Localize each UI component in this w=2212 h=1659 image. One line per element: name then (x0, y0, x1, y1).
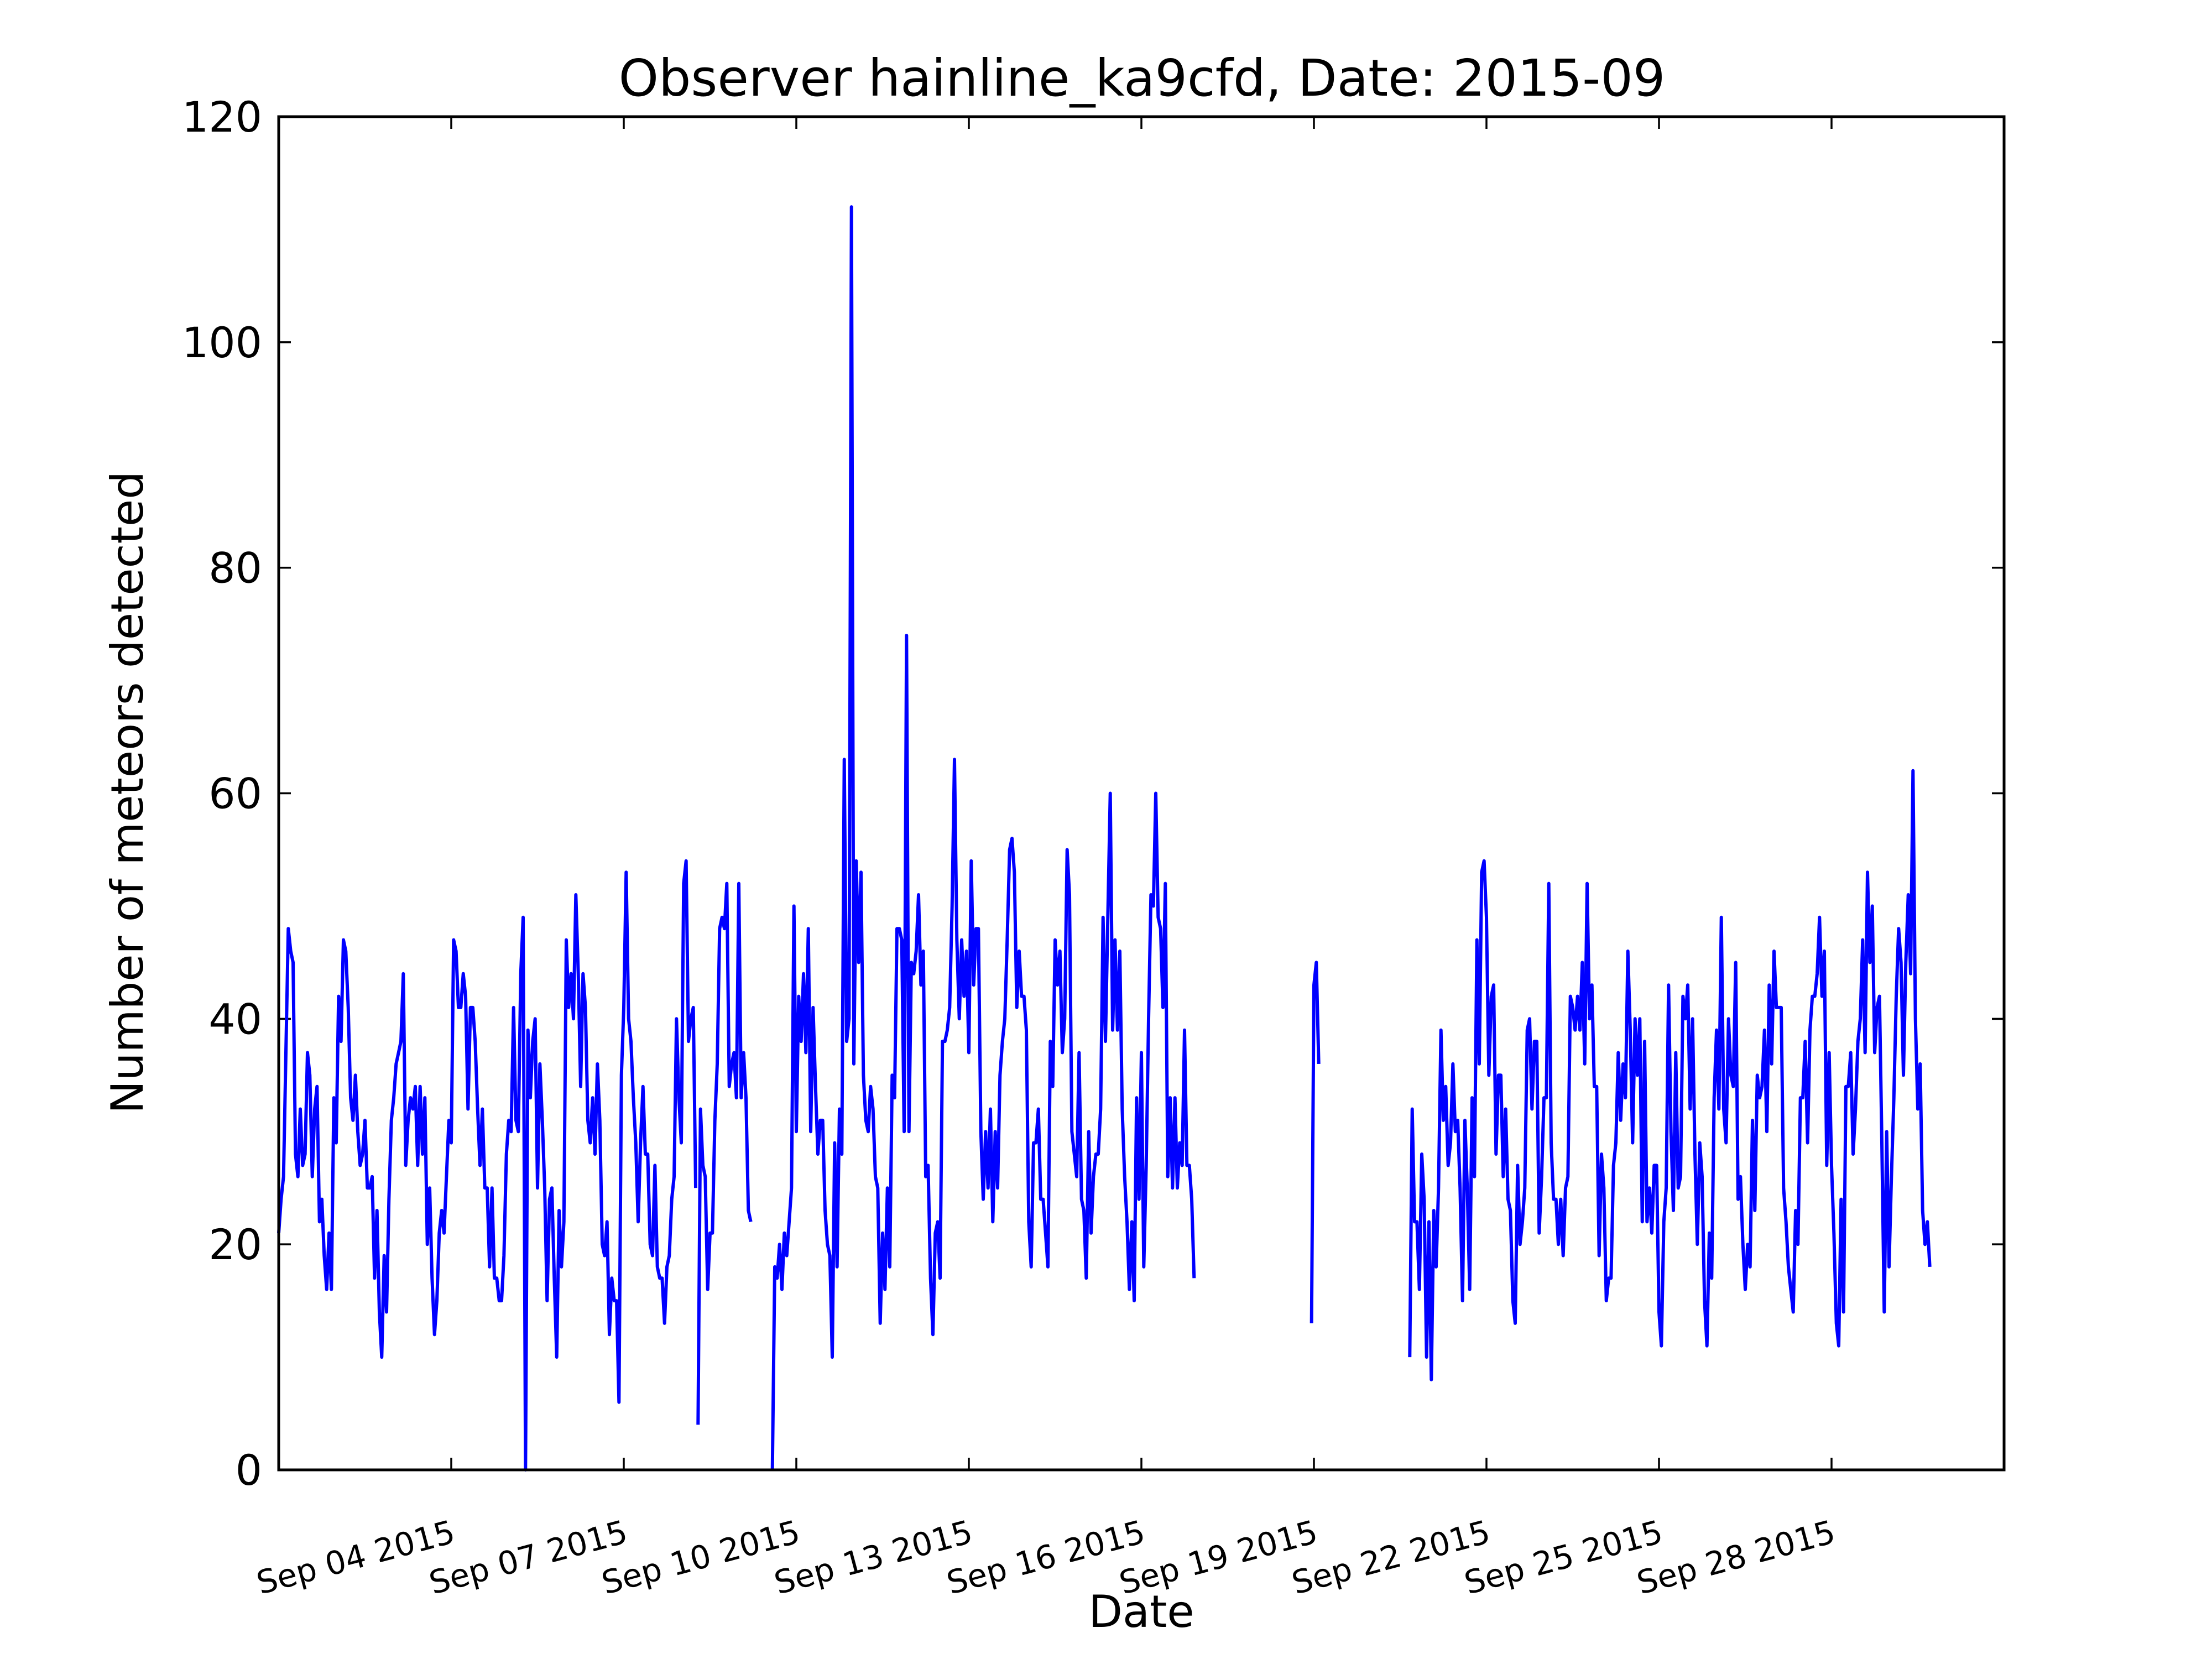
x-tick-label: Sep 04 2015 (253, 1513, 459, 1602)
y-axis: 0 20 40 60 80 100 120 (182, 92, 2004, 1495)
x-axis-label: Date (1088, 1586, 1194, 1637)
chart-title: Observer hainline_ka9cfd, Date: 2015-09 (619, 49, 1666, 108)
series-line-segment-1 (277, 859, 697, 1472)
series-line-segment-2 (696, 881, 753, 1425)
y-tick-label: 20 (208, 1220, 262, 1269)
y-axis-label: Number of meteors detected (102, 471, 153, 1114)
x-tick-label: Sep 07 2015 (425, 1513, 632, 1602)
series-line-segment-4 (1310, 961, 1321, 1323)
y-tick-label: 40 (208, 994, 262, 1044)
plot-frame (277, 115, 2006, 1472)
x-tick-label: Sep 10 2015 (598, 1513, 804, 1602)
x-tick-label: Sep 22 2015 (1288, 1513, 1494, 1602)
series-line-segment-5 (1408, 769, 1932, 1381)
y-tick-label: 0 (236, 1446, 262, 1495)
x-tick-label: Sep 28 2015 (1633, 1513, 1839, 1602)
y-tick-label: 100 (182, 318, 262, 367)
y-tick-label: 60 (208, 769, 262, 818)
x-tick-label: Sep 13 2015 (770, 1513, 977, 1602)
y-tick-label: 80 (208, 544, 262, 593)
series-line-segment-3 (770, 205, 1196, 1470)
plot-area (277, 205, 1932, 1472)
x-tick-label: Sep 25 2015 (1460, 1513, 1667, 1602)
y-tick-label: 120 (182, 92, 262, 142)
